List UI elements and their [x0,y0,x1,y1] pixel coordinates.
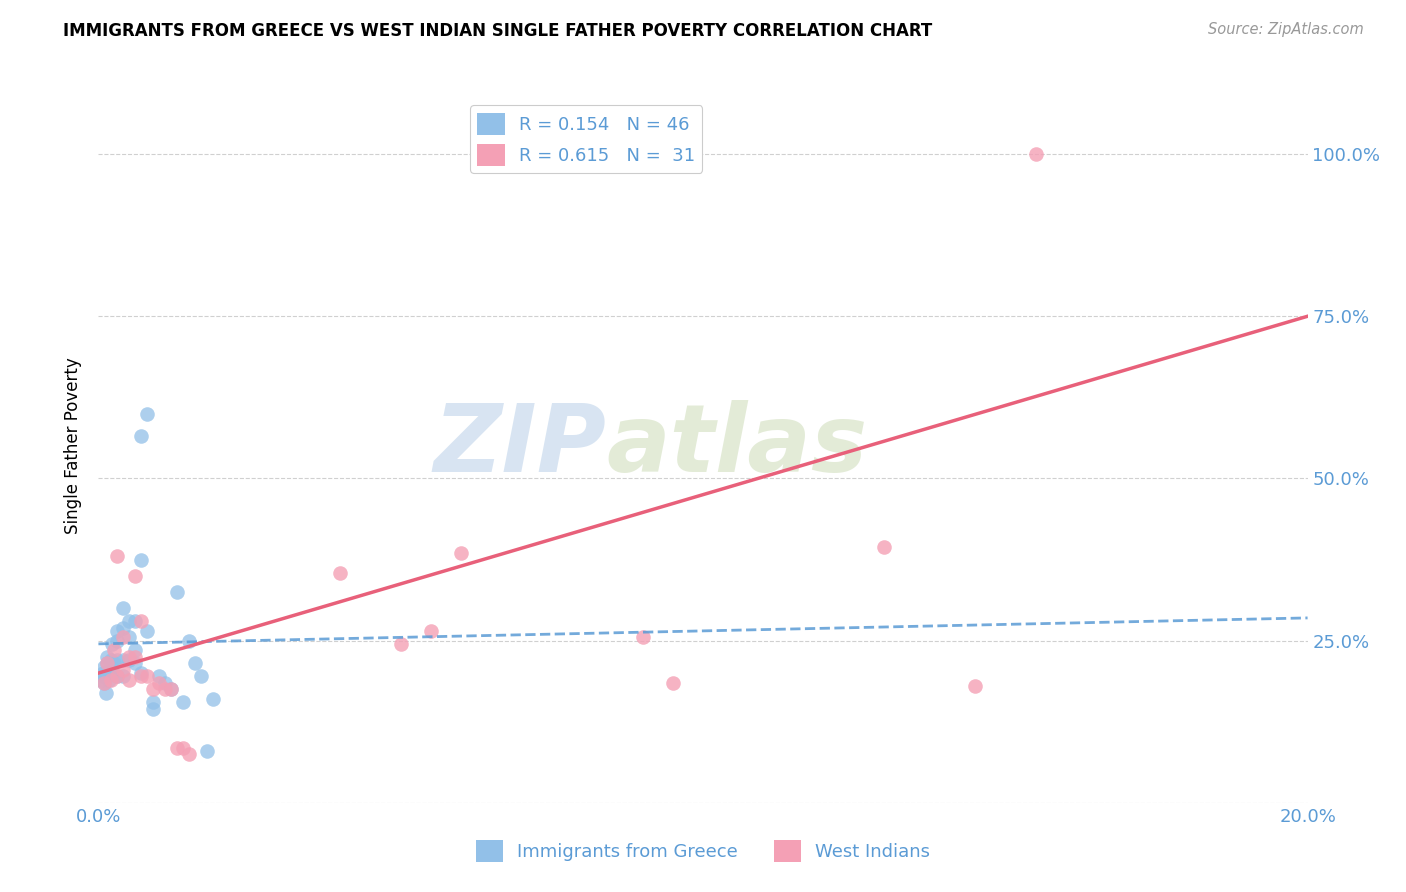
Point [179,633,201,648]
Point [172,740,194,755]
Point [153,675,176,690]
Point [129,669,152,683]
Point [153,682,176,697]
Point [98,673,121,687]
Legend: Immigrants from Greece, West Indians: Immigrants from Greece, West Indians [468,833,938,870]
Point [195,744,218,758]
Point [129,666,152,681]
Point [166,740,188,755]
Point [420,624,443,638]
Point [124,643,146,657]
Point [124,568,146,582]
Point [96,649,118,664]
Point [124,657,146,671]
Point [111,631,134,645]
Point [129,614,152,628]
Point [118,673,141,687]
Point [111,601,134,615]
Point [100,659,122,673]
Text: atlas: atlas [606,400,868,492]
Point [105,653,128,667]
Point [94,685,117,699]
Point [105,624,128,638]
Y-axis label: Single Father Poverty: Single Father Poverty [65,358,83,534]
Point [184,657,207,671]
Point [111,653,134,667]
Point [873,540,896,554]
Point [93,675,115,690]
Point [105,669,128,683]
Point [631,631,654,645]
Point [111,663,134,677]
Point [124,649,146,664]
Point [93,659,115,673]
Point [142,695,165,709]
Point [105,633,128,648]
Point [135,669,157,683]
Point [129,552,152,566]
Point [91,666,114,681]
Point [135,624,157,638]
Point [389,637,412,651]
Point [100,653,122,667]
Point [166,585,188,599]
Point [96,657,118,671]
Point [90,673,112,687]
Point [450,546,472,560]
Point [1024,147,1046,161]
Point [111,669,134,683]
Point [105,549,128,564]
Point [202,692,225,706]
Point [148,669,170,683]
Point [118,631,141,645]
Point [965,679,987,693]
Text: ZIP: ZIP [433,400,606,492]
Point [111,621,134,635]
Point [142,702,165,716]
Point [118,614,141,628]
Point [100,666,122,681]
Point [103,657,125,671]
Text: IMMIGRANTS FROM GREECE VS WEST INDIAN SINGLE FATHER POVERTY CORRELATION CHART: IMMIGRANTS FROM GREECE VS WEST INDIAN SI… [63,22,932,40]
Point [93,669,115,683]
Point [148,675,170,690]
Point [118,653,141,667]
Point [329,566,352,580]
Point [100,637,122,651]
Point [661,675,683,690]
Point [142,682,165,697]
Point [135,407,157,421]
Point [179,747,201,761]
Point [172,695,194,709]
Point [100,663,122,677]
Point [96,657,118,671]
Point [160,682,183,697]
Text: Source: ZipAtlas.com: Source: ZipAtlas.com [1208,22,1364,37]
Point [118,649,141,664]
Point [103,643,125,657]
Legend: R = 0.154   N = 46, R = 0.615   N =  31: R = 0.154 N = 46, R = 0.615 N = 31 [470,105,702,173]
Point [129,429,152,443]
Point [190,669,212,683]
Point [124,614,146,628]
Point [160,682,183,697]
Point [93,675,115,690]
Point [100,673,122,687]
Point [105,669,128,683]
